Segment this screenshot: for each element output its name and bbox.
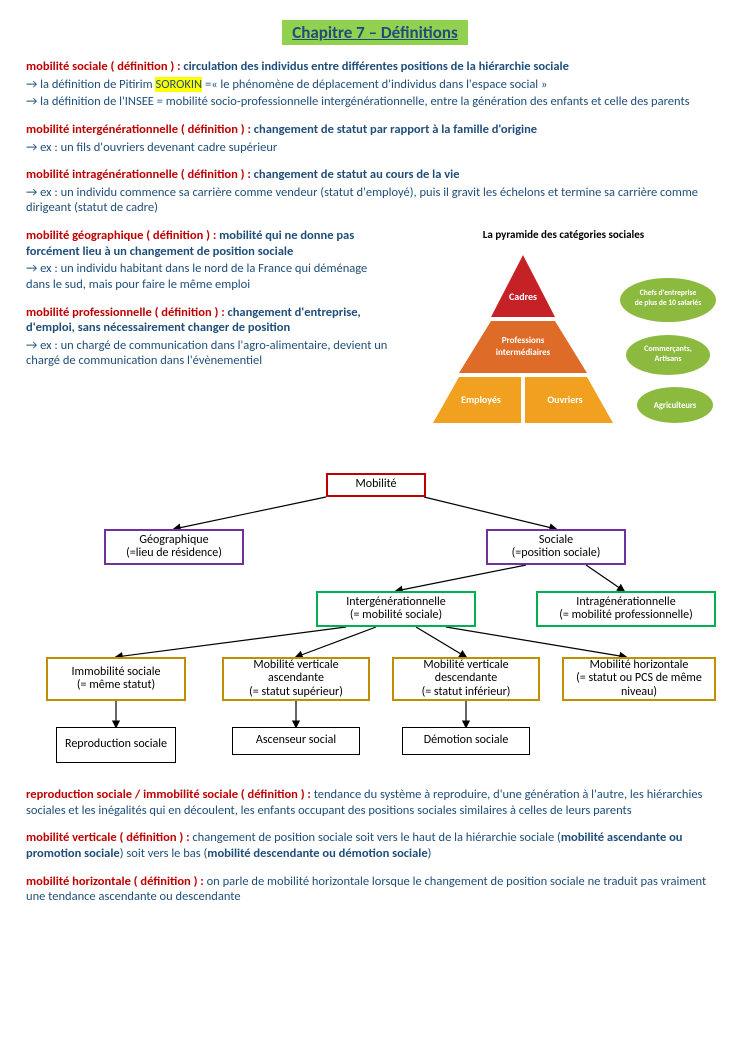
node-geographique: Géographique (=lieu de résidence)	[104, 529, 244, 565]
term: mobilité verticale ( définition ) :	[26, 830, 192, 845]
def-intragenerationnelle: mobilité intragénérationnelle ( définiti…	[26, 167, 724, 216]
highlight-sorokin: SOROKIN	[155, 77, 202, 92]
definition: changement de statut par rapport à la fa…	[254, 122, 537, 137]
node-descendante: Mobilité verticale descendante (= statut…	[392, 657, 540, 701]
def-intergenerationnelle: mobilité intergénérationnelle ( définiti…	[26, 122, 724, 155]
pyr-prof-label1: Professions	[502, 335, 545, 346]
svg-text:Commerçants,: Commerçants,	[644, 344, 692, 354]
svg-text:Artisans: Artisans	[654, 354, 681, 364]
term: mobilité sociale ( définition ) :	[26, 59, 183, 74]
detail: → ex : un individu habitant dans le nord…	[26, 261, 393, 292]
term: reproduction sociale / immobilité social…	[26, 787, 314, 802]
pyr-ouvriers-label: Ouvriers	[547, 393, 582, 406]
page-title-wrap: Chapitre 7 – Définitions	[26, 20, 724, 45]
node-immobilite: Immobilité sociale (= même statut)	[46, 657, 186, 701]
term: mobilité géographique ( définition ) :	[26, 228, 219, 243]
node-inter: Intergénérationnelle (= mobilité sociale…	[316, 591, 476, 627]
pyramid-title: La pyramide des catégories sociales	[403, 228, 724, 241]
pyr-agri-label: Agriculteurs	[654, 401, 697, 411]
pyr-employes-label: Employés	[461, 393, 501, 406]
term: mobilité intragénérationnelle ( définiti…	[26, 167, 254, 182]
definition: circulation des individus entre différen…	[183, 59, 569, 74]
def-verticale: mobilité verticale ( définition ) : chan…	[26, 830, 724, 861]
detail: → ex : un chargé de communication dans l…	[26, 338, 393, 369]
node-demotion: Démotion sociale	[402, 727, 530, 755]
detail: → ex : un fils d'ouvriers devenant cadre…	[26, 140, 724, 156]
detail: → la définition de Pitirim SOROKIN =« le…	[26, 77, 724, 93]
def-mobilite-sociale: mobilité sociale ( définition ) : circul…	[26, 59, 724, 110]
term: mobilité professionnelle ( définition ) …	[26, 305, 227, 320]
detail: → ex : un individu commence sa carrière …	[26, 185, 724, 216]
detail: → la définition de l'INSEE = mobilité so…	[26, 94, 724, 110]
definition: changement de statut au cours de la vie	[254, 167, 460, 182]
pyr-cadres-label: Cadres	[509, 290, 537, 303]
node-sociale: Sociale (=position sociale)	[486, 529, 626, 565]
node-reproduction: Reproduction sociale	[56, 727, 176, 763]
def-geographique: mobilité géographique ( définition ) : m…	[26, 228, 393, 293]
node-ascendante: Mobilité verticale ascendante (= statut …	[222, 657, 370, 701]
flowchart: Mobilité Géographique (=lieu de résidenc…	[26, 469, 724, 769]
pyramid-diagram: Cadres Professions intermédiaires Employ…	[403, 245, 723, 455]
pyr-cadres-shape	[491, 255, 555, 317]
svg-text:de plus de 10 salariés: de plus de 10 salariés	[635, 299, 701, 308]
node-mobilite: Mobilité	[326, 473, 426, 497]
term: mobilité horizontale ( définition ) :	[26, 874, 207, 889]
def-horizontale: mobilité horizontale ( définition ) : on…	[26, 874, 724, 905]
svg-text:Chefs d'entreprise: Chefs d'entreprise	[640, 289, 697, 298]
node-ascenseur: Ascenseur social	[232, 727, 360, 755]
node-horizontale: Mobilité horizontale (= statut ou PCS de…	[562, 657, 716, 701]
def-reproduction: reproduction sociale / immobilité social…	[26, 787, 724, 818]
def-professionnelle: mobilité professionnelle ( définition ) …	[26, 305, 393, 370]
page-title: Chapitre 7 – Définitions	[282, 20, 468, 45]
node-intra: Intragénérationnelle (= mobilité profess…	[536, 591, 716, 627]
pyr-prof-label2: intermédiaires	[496, 347, 551, 358]
term: mobilité intergénérationnelle ( définiti…	[26, 122, 254, 137]
